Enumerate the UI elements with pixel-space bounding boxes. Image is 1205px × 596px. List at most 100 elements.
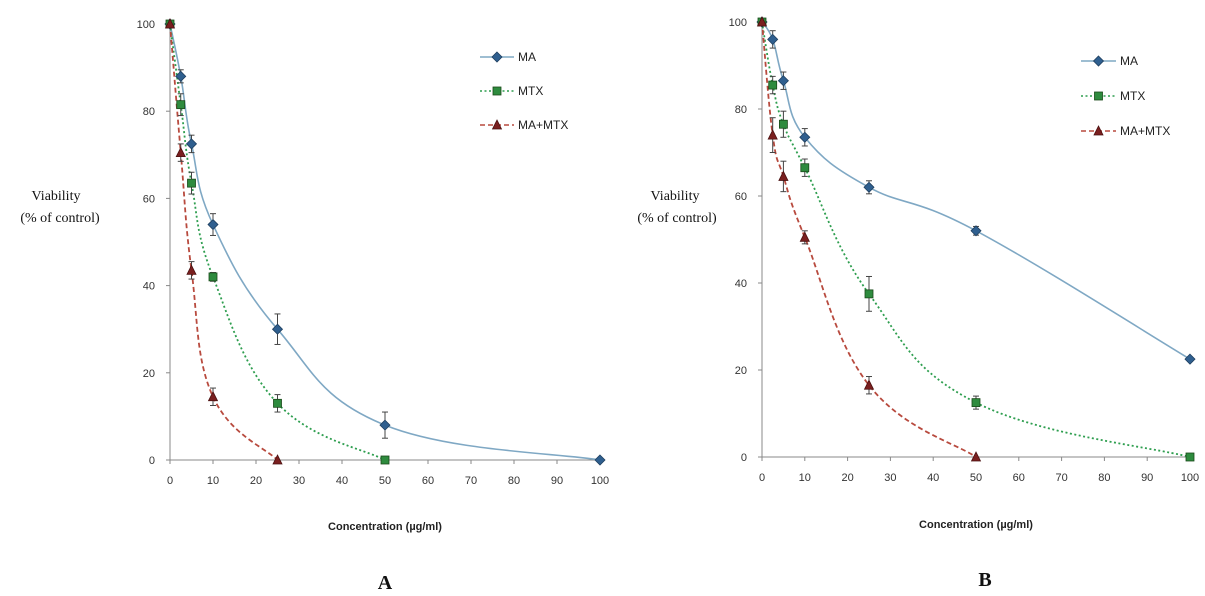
- chart-b-point-ma: [863, 181, 875, 193]
- chart-b-legend-mamtx-label: MA+MTX: [1120, 124, 1170, 138]
- chart-b-ytick-label: 60: [735, 191, 747, 203]
- chart-a-point-ma: [379, 419, 391, 431]
- chart-b-point-mamtx: [799, 231, 810, 242]
- chart-b-point-mamtx: [863, 379, 875, 390]
- chart-a-xtick-label: 90: [551, 475, 563, 487]
- chart-a-ytick-label: 40: [143, 281, 155, 293]
- chart-b-point-ma: [799, 131, 811, 143]
- chart-a-ticks: 0 10 20 30 40 50 60 70 80 90 100 0 20 40 60 80 100: [137, 19, 610, 487]
- chart-b-legend-mamtx: [1081, 125, 1116, 136]
- chart-a-point-mamtx: [272, 454, 283, 465]
- chart-a-point-mamtx: [164, 18, 176, 29]
- chart-a-xtick-label: 0: [167, 475, 173, 487]
- chart-b-xtick-label: 40: [927, 472, 939, 484]
- chart-a-legend-ma-label: MA: [518, 50, 536, 64]
- chart-b-point-ma: [970, 225, 982, 237]
- chart-a-markers: [164, 18, 606, 466]
- chart-b-legend: MA MTX MA+MTX: [1081, 54, 1170, 138]
- chart-b-legend-ma: [1081, 55, 1116, 67]
- chart-b-xtick-label: 30: [884, 472, 896, 484]
- chart-b-point-mamtx: [767, 129, 778, 140]
- chart-a-ytick-label: 80: [143, 106, 155, 118]
- chart-a-xtick-label: 70: [465, 475, 477, 487]
- chart-b-xtick-label: 20: [841, 472, 853, 484]
- chart-b-ylabel-line1: Viability: [651, 189, 700, 204]
- chart-a-xtick-label: 10: [207, 475, 219, 487]
- chart-b-xtick-label: 100: [1181, 472, 1199, 484]
- chart-a-xtick-label: 50: [379, 475, 391, 487]
- chart-b-series: [761, 21, 1191, 458]
- chart-a-point-ma: [175, 70, 187, 82]
- chart-a-point-mtx: [176, 100, 186, 110]
- chart-a-ytick-label: 20: [143, 368, 155, 380]
- chart-a-point-mamtx: [175, 146, 186, 158]
- chart-b-point-mtx: [971, 398, 981, 408]
- chart-a-point-mamtx: [186, 264, 197, 275]
- chart-b-point-mtx: [768, 80, 778, 90]
- chart-b-ytick-label: 80: [735, 104, 747, 116]
- chart-b-point-ma: [1184, 353, 1196, 365]
- chart-a-legend-mamtx: [480, 119, 514, 130]
- chart-b-point-mtx: [864, 289, 874, 299]
- chart-b-ytick-label: 0: [741, 452, 747, 464]
- chart-a-series-line-ma: [169, 23, 601, 461]
- chart-b-point-mamtx: [756, 16, 768, 27]
- chart-a-ytick-label: 60: [143, 193, 155, 205]
- chart-b-legend-marker-mtx: [1094, 91, 1103, 101]
- chart-a-ylabel-line1: Viability: [32, 189, 81, 204]
- chart-b-point-mtx: [800, 163, 810, 173]
- chart-a-xtick-label: 40: [336, 475, 348, 487]
- chart-b-xtick-label: 90: [1141, 472, 1153, 484]
- chart-b-point-mtx: [779, 119, 788, 129]
- chart-b-ylabel-line2: (% of control): [637, 211, 717, 226]
- chart-b-ytick-label: 100: [729, 17, 747, 29]
- chart-panel-b: 0 10 20 30 40 50 60 70 80 90 100 0 20 40 60 80 100 Viabi…: [637, 16, 1200, 591]
- chart-b-series-line-mtx: [761, 21, 1191, 458]
- chart-a-legend-marker-mtx: [492, 86, 502, 96]
- chart-b-xtick-label: 0: [759, 472, 765, 484]
- chart-b-legend-mtx: [1081, 91, 1116, 101]
- chart-b-point-mtx: [1185, 452, 1195, 462]
- chart-a-series-line-mamtx: [169, 23, 279, 461]
- chart-a-point-ma: [271, 323, 284, 335]
- chart-b-series-line-ma: [761, 21, 1191, 360]
- chart-b-xtick-label: 80: [1098, 472, 1110, 484]
- chart-b-legend-mtx-label: MTX: [1120, 89, 1145, 103]
- chart-a-xlabel: Concentration (µg/ml): [328, 521, 442, 533]
- chart-a-legend-marker-mamtx: [491, 119, 503, 130]
- chart-a-point-mtx: [273, 398, 282, 408]
- chart-a-legend-ma: [480, 51, 514, 63]
- chart-b-xtick-label: 50: [970, 472, 982, 484]
- chart-b-point-mamtx: [970, 451, 982, 462]
- chart-b-ytick-label: 40: [735, 278, 747, 290]
- chart-b-xtick-label: 60: [1013, 472, 1025, 484]
- chart-b-legend-marker-ma: [1092, 55, 1105, 67]
- chart-a-ytick-label: 0: [149, 455, 155, 467]
- chart-b-point-mamtx: [778, 170, 789, 181]
- chart-b-panel-label: B: [978, 569, 991, 591]
- chart-a-xtick-label: 100: [591, 475, 609, 487]
- chart-b-legend-ma-label: MA: [1120, 54, 1138, 68]
- chart-b-ytick-label: 20: [735, 365, 747, 377]
- chart-a-legend-marker-ma: [491, 51, 503, 63]
- chart-a-legend-mtx: [480, 86, 514, 96]
- chart-a-point-ma: [185, 138, 198, 150]
- chart-a-point-ma: [594, 454, 606, 466]
- chart-b-point-ma: [767, 33, 779, 45]
- chart-a-ylabel-line2: (% of control): [20, 211, 100, 226]
- chart-a-point-mtx: [380, 455, 390, 465]
- chart-b-xlabel: Concentration (µg/ml): [919, 519, 1033, 531]
- chart-a-point-mtx: [187, 178, 196, 188]
- chart-panel-a: 0 10 20 30 40 50 60 70 80 90 100 0 20 40 60 80 100 Viabi…: [20, 18, 610, 594]
- chart-b-xtick-label: 70: [1055, 472, 1067, 484]
- chart-b-series-line-mamtx: [761, 21, 977, 458]
- chart-b-ticks: 0 10 20 30 40 50 60 70 80 90 100 0 20 40 60 80 100: [729, 17, 1200, 484]
- chart-b-xtick-label: 10: [799, 472, 811, 484]
- chart-a-xtick-label: 60: [422, 475, 434, 487]
- chart-a-ytick-label: 100: [137, 19, 155, 31]
- chart-a-legend: MA MTX MA+MTX: [480, 50, 568, 132]
- chart-a-xtick-label: 80: [508, 475, 520, 487]
- chart-a-point-ma: [207, 218, 219, 231]
- chart-b-markers: [756, 16, 1196, 462]
